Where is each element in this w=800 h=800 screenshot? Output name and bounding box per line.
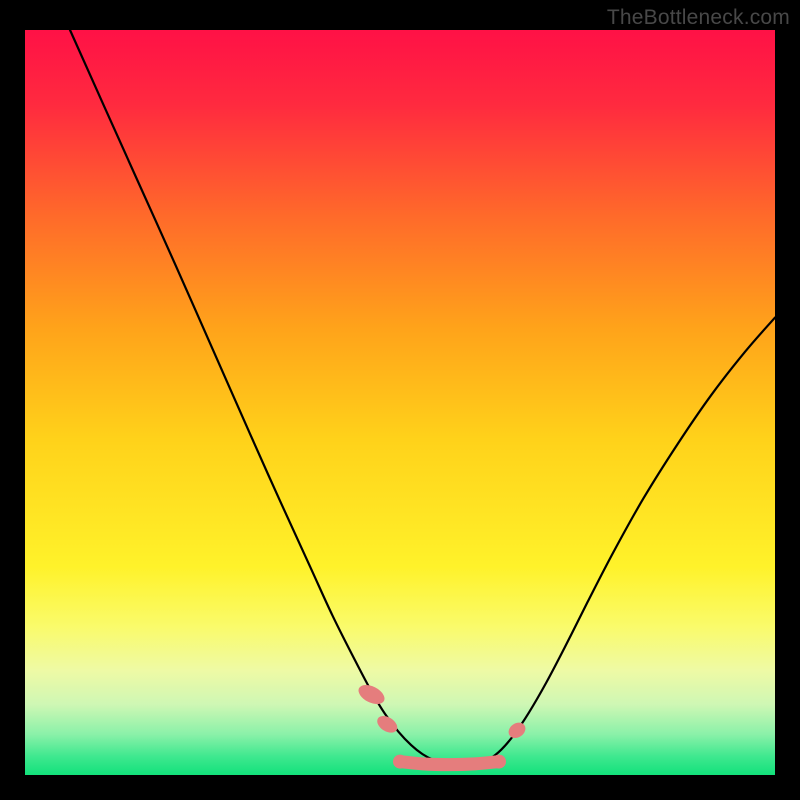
highlight-blob-3 [492,755,506,769]
plot-gradient-area [25,30,775,775]
floor-highlight-band [400,762,499,765]
highlight-blob-2 [393,755,407,769]
chart-stage: TheBottleneck.com [0,0,800,800]
bottleneck-chart [0,0,800,800]
watermark-text: TheBottleneck.com [607,6,790,30]
